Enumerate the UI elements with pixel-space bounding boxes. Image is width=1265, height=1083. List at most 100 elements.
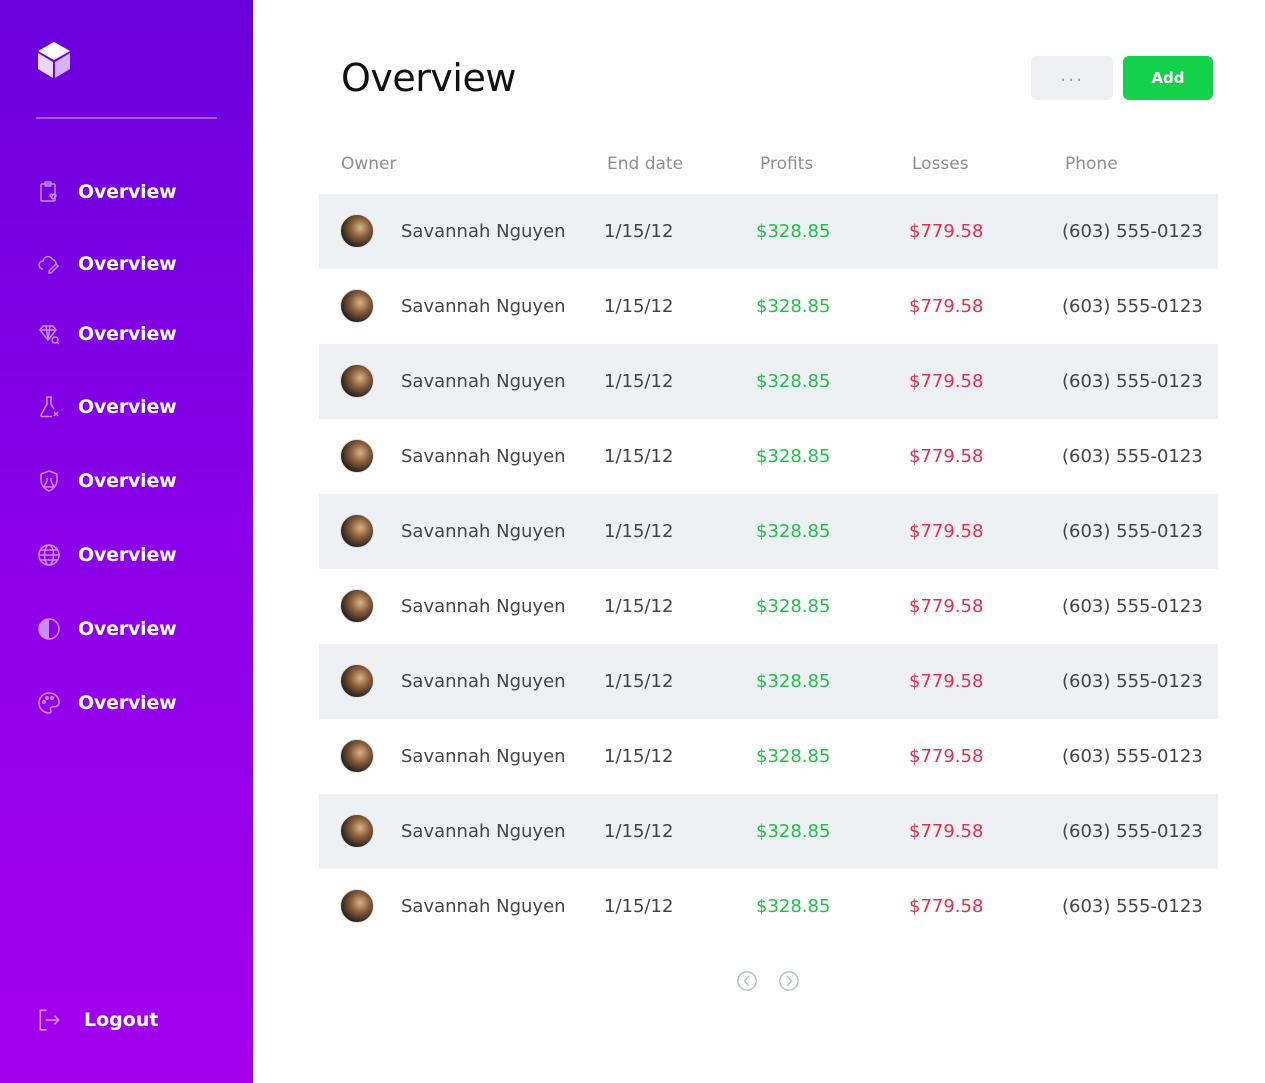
end-date: 1/15/12: [604, 896, 674, 917]
sidebar-item-label: Overview: [78, 470, 177, 492]
table-row[interactable]: Savannah Nguyen 1/15/12 $328.85 $779.58 (603…: [319, 419, 1218, 494]
table-row[interactable]: Savannah Nguyen 1/15/12 $328.85 $779.58 (603…: [319, 269, 1218, 344]
column-header-losses[interactable]: Losses: [912, 154, 969, 174]
end-date: 1/15/12: [604, 371, 674, 392]
more-options-button[interactable]: ...: [1031, 56, 1113, 100]
profit-value: $328.85: [756, 296, 831, 317]
end-date: 1/15/12: [604, 596, 674, 617]
owner-name: Savannah Nguyen: [401, 821, 566, 842]
avatar: [340, 364, 374, 398]
phone-value: (603) 555-0123: [1062, 296, 1203, 317]
cloud-pencil-icon: [36, 251, 62, 277]
avatar: [340, 289, 374, 323]
column-header-end-date[interactable]: End date: [607, 154, 684, 174]
profit-value: $328.85: [756, 821, 831, 842]
owner-name: Savannah Nguyen: [401, 296, 566, 317]
add-button[interactable]: Add: [1123, 56, 1213, 100]
profit-value: $328.85: [756, 221, 831, 242]
sidebar-item-label: Overview: [78, 618, 177, 640]
phone-value: (603) 555-0123: [1062, 596, 1203, 617]
phone-value: (603) 555-0123: [1062, 746, 1203, 767]
chevron-right-circle-icon[interactable]: [778, 970, 800, 992]
end-date: 1/15/12: [604, 296, 674, 317]
table-body: Savannah Nguyen 1/15/12 $328.85 $779.58 (603…: [319, 194, 1218, 944]
loss-value: $779.58: [909, 896, 984, 917]
loss-value: $779.58: [909, 596, 984, 617]
table-row[interactable]: Savannah Nguyen 1/15/12 $328.85 $779.58 (603…: [319, 794, 1218, 869]
logout-icon: [39, 1009, 60, 1031]
sidebar-item-7[interactable]: Overview: [36, 614, 177, 644]
sidebar-item-2[interactable]: Overview: [36, 249, 177, 279]
profit-value: $328.85: [756, 446, 831, 467]
sidebar: Overview Overview Overview Overview Over…: [0, 0, 253, 1083]
table-row[interactable]: Savannah Nguyen 1/15/12 $328.85 $779.58 (603…: [319, 644, 1218, 719]
avatar: [340, 739, 374, 773]
table-row[interactable]: Savannah Nguyen 1/15/12 $328.85 $779.58 (603…: [319, 194, 1218, 269]
pagination: [736, 970, 800, 992]
end-date: 1/15/12: [604, 821, 674, 842]
table-row[interactable]: Savannah Nguyen 1/15/12 $328.85 $779.58 (603…: [319, 869, 1218, 944]
chevron-left-circle-icon[interactable]: [736, 970, 758, 992]
profit-value: $328.85: [756, 371, 831, 392]
avatar: [340, 814, 374, 848]
page-title: Overview: [341, 56, 516, 100]
clipboard-heart-icon: [36, 179, 62, 205]
end-date: 1/15/12: [604, 446, 674, 467]
logout-button[interactable]: Logout: [36, 1004, 158, 1036]
avatar: [340, 889, 374, 923]
avatar: [340, 589, 374, 623]
sidebar-item-8[interactable]: Overview: [36, 688, 177, 718]
avatar: [340, 664, 374, 698]
owner-name: Savannah Nguyen: [401, 596, 566, 617]
loss-value: $779.58: [909, 746, 984, 767]
sidebar-item-label: Overview: [78, 323, 177, 345]
sidebar-item-label: Overview: [78, 396, 177, 418]
owner-name: Savannah Nguyen: [401, 371, 566, 392]
owner-name: Savannah Nguyen: [401, 221, 566, 242]
owner-name: Savannah Nguyen: [401, 671, 566, 692]
sidebar-item-1[interactable]: Overview: [36, 177, 177, 207]
loss-value: $779.58: [909, 446, 984, 467]
avatar: [340, 514, 374, 548]
cube-icon[interactable]: [36, 40, 72, 80]
phone-value: (603) 555-0123: [1062, 896, 1203, 917]
sidebar-item-label: Overview: [78, 253, 177, 275]
sidebar-item-6[interactable]: Overview: [36, 540, 177, 570]
table-row[interactable]: Savannah Nguyen 1/15/12 $328.85 $779.58 (603…: [319, 719, 1218, 794]
end-date: 1/15/12: [604, 746, 674, 767]
column-header-phone[interactable]: Phone: [1065, 154, 1118, 174]
phone-value: (603) 555-0123: [1062, 671, 1203, 692]
owner-name: Savannah Nguyen: [401, 446, 566, 467]
sidebar-item-5[interactable]: Overview: [36, 466, 177, 496]
owner-name: Savannah Nguyen: [401, 746, 566, 767]
avatar: [340, 214, 374, 248]
avatar: [340, 439, 374, 473]
column-header-profits[interactable]: Profits: [760, 154, 814, 174]
phone-value: (603) 555-0123: [1062, 821, 1203, 842]
owner-name: Savannah Nguyen: [401, 521, 566, 542]
phone-value: (603) 555-0123: [1062, 521, 1203, 542]
loss-value: $779.58: [909, 221, 984, 242]
profit-value: $328.85: [756, 521, 831, 542]
loss-value: $779.58: [909, 371, 984, 392]
sidebar-item-label: Overview: [78, 692, 177, 714]
end-date: 1/15/12: [604, 671, 674, 692]
column-header-owner[interactable]: Owner: [341, 154, 397, 174]
sidebar-item-3[interactable]: Overview: [36, 319, 177, 349]
table-row[interactable]: Savannah Nguyen 1/15/12 $328.85 $779.58 (603…: [319, 344, 1218, 419]
table-row[interactable]: Savannah Nguyen 1/15/12 $328.85 $779.58 (603…: [319, 569, 1218, 644]
globe-icon: [36, 542, 62, 568]
phone-value: (603) 555-0123: [1062, 221, 1203, 242]
profit-value: $328.85: [756, 671, 831, 692]
owner-name: Savannah Nguyen: [401, 896, 566, 917]
profit-value: $328.85: [756, 596, 831, 617]
owners-table: Owner End date Profits Losses Phone Sava…: [319, 140, 1218, 944]
loss-value: $779.58: [909, 671, 984, 692]
table-row[interactable]: Savannah Nguyen 1/15/12 $328.85 $779.58 (603…: [319, 494, 1218, 569]
diamond-search-icon: [36, 321, 62, 347]
half-circle-icon: [36, 616, 62, 642]
sidebar-item-4[interactable]: Overview: [36, 392, 177, 422]
palette-icon: [36, 690, 62, 716]
loss-value: $779.58: [909, 821, 984, 842]
profit-value: $328.85: [756, 896, 831, 917]
